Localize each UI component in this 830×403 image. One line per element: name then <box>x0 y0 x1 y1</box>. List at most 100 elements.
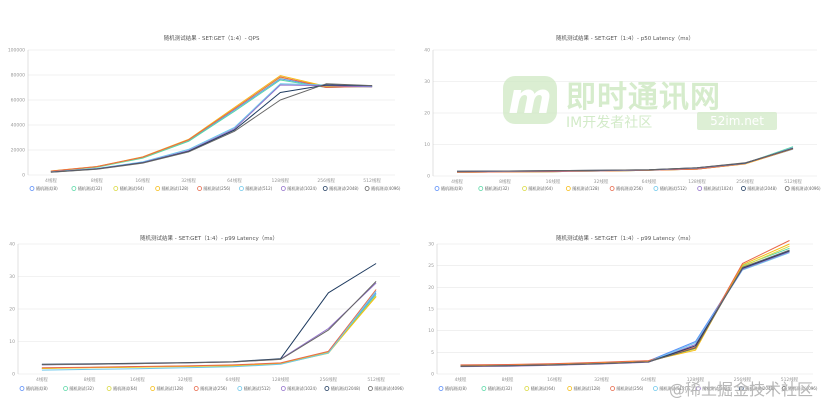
series-line-4 <box>456 148 794 173</box>
legend-label: 随机测试(512) <box>660 185 687 191</box>
x-tick-label: 8线程 <box>502 376 514 383</box>
legend-marker <box>738 386 744 391</box>
legend-marker <box>237 386 243 391</box>
y-tick-label: 0 <box>12 372 15 378</box>
legend-label: 随机测试(32) <box>485 185 510 191</box>
x-tick-label: 256线程 <box>320 376 338 383</box>
legend-label: 随机测试(128) <box>157 385 184 391</box>
x-tick-label: 8线程 <box>91 177 103 184</box>
legend-label: 随机测试(128) <box>162 185 189 191</box>
legend-marker <box>478 186 484 191</box>
y-tick-label: 25 <box>428 263 434 269</box>
chart-title: 随机测试结果 - SET:GET（1:4）- p50 Latency（ms） <box>556 34 694 42</box>
legend-marker <box>438 386 444 391</box>
legend-marker <box>155 186 161 191</box>
x-tick-label: 128线程 <box>688 178 706 185</box>
series-line-9 <box>456 148 794 172</box>
legend-label: 随机测试(2048) <box>745 385 775 391</box>
legend-label: 随机测试(2048) <box>329 185 359 191</box>
y-tick-label: 0 <box>22 173 25 179</box>
legend-marker <box>239 186 244 191</box>
x-tick-label: 4线程 <box>451 178 463 185</box>
legend-marker <box>280 386 286 391</box>
legend-label: 随机测试(8) <box>445 385 467 391</box>
series-line-4 <box>41 296 377 369</box>
legend-marker <box>368 386 373 391</box>
chart-p99-latency-right: 随机测试结果 - SET:GET（1:4）- p99 Latency（ms） 0 5… <box>415 200 830 403</box>
y-tick-label: 40 <box>9 242 15 248</box>
series-line-7 <box>50 84 373 173</box>
legend-marker <box>524 386 530 391</box>
legend-label: 随机测试(64) <box>531 385 556 391</box>
legend-marker <box>610 386 615 391</box>
x-tick-label: 512线程 <box>367 376 385 383</box>
watermark-subtitle: IM开发者社区 <box>566 115 653 131</box>
chart-title: 随机测试结果 - SET:GET（1:4）- p99 Latency（ms） <box>140 234 278 242</box>
x-tick-label: 32线程 <box>181 177 196 184</box>
legend-label: 随机测试(4096) <box>788 385 818 391</box>
y-tick-label: 20000 <box>11 148 25 154</box>
watermark-bottom-text: @稀土掘金技术社区 <box>669 380 814 399</box>
legend-label: 随机测试(8) <box>26 385 48 391</box>
legend-label: 随机测试(2048) <box>747 185 777 191</box>
series-line-6 <box>456 147 794 173</box>
legend-marker <box>567 386 573 391</box>
legend-marker <box>781 386 787 391</box>
y-tick-label: 10 <box>9 339 15 345</box>
y-tick-label: 60000 <box>11 98 25 104</box>
legend-marker <box>434 186 440 191</box>
legend-marker <box>63 386 68 391</box>
y-tick-label: 10 <box>428 328 434 334</box>
x-tick-label: 32线程 <box>594 178 609 185</box>
legend-label: 随机测试(1024) <box>702 385 732 391</box>
x-tick-label: 16线程 <box>130 376 145 383</box>
legend-label: 随机测试(32) <box>488 385 513 391</box>
legend-label: 随机测试(64) <box>113 385 138 391</box>
y-tick-label: 20 <box>428 285 434 291</box>
x-tick-label: 64线程 <box>226 376 241 383</box>
x-tick-label: 256线程 <box>317 177 335 184</box>
y-tick-label: 100000 <box>8 48 25 54</box>
legend-label: 随机测试(64) <box>120 185 145 191</box>
legend-marker <box>565 186 571 191</box>
x-tick-label: 128线程 <box>272 177 290 184</box>
x-tick-label: 64线程 <box>641 376 656 383</box>
y-tick-label: 5 <box>431 350 434 356</box>
chart-p99-latency-right-svg: 随机测试结果 - SET:GET（1:4）- p99 Latency（ms） 0 5… <box>428 234 818 391</box>
legend-label: 随机测试(256) <box>617 385 644 391</box>
legend-label: 随机测试(256) <box>204 185 231 191</box>
x-tick-label: 4线程 <box>455 376 467 383</box>
series-line-8 <box>50 84 373 173</box>
legend-marker <box>322 186 328 191</box>
legend-marker <box>197 186 202 191</box>
legend-label: 随机测试(32) <box>78 185 103 191</box>
legend-marker <box>741 186 746 191</box>
series-line-8 <box>456 147 794 172</box>
watermark-logo: m <box>503 76 557 124</box>
legend-marker <box>29 186 35 191</box>
y-tick-label: 0 <box>431 372 434 378</box>
x-tick-label: 512线程 <box>784 178 802 185</box>
legend-label: 随机测试(128) <box>572 185 599 191</box>
chart-title: 随机测试结果 - SET:GET（1:4）- p99 Latency（ms） <box>556 234 694 242</box>
legend-label: 随机测试(512) <box>244 385 271 391</box>
legend-marker <box>324 386 330 391</box>
legend-label: 随机测试(8) <box>36 185 58 191</box>
legend-marker <box>784 186 790 191</box>
series-line-3 <box>460 245 790 367</box>
chart-qps: 随机测试结果 - SET:GET（1:4）- QPS 0 20000 40000 600… <box>0 0 415 200</box>
series-line-4 <box>460 243 790 366</box>
x-tick-label: 128线程 <box>272 376 290 383</box>
legend-marker <box>71 186 77 191</box>
legend-label: 随机测试(2048) <box>331 385 361 391</box>
legend-marker <box>150 386 156 391</box>
chart-p99-latency-left-svg: 随机测试结果 - SET:GET（1:4）- p99 Latency（ms） 0 1… <box>9 234 404 391</box>
legend-marker <box>522 186 527 191</box>
y-tick-label: 15 <box>428 307 434 313</box>
legend-label: 随机测试(512) <box>245 185 272 191</box>
series-line-3 <box>456 147 794 173</box>
legend-marker <box>609 186 615 191</box>
watermark-title: 即时通讯网 <box>566 80 721 115</box>
chart-qps-svg: 随机测试结果 - SET:GET（1:4）- QPS 0 20000 40000 600… <box>8 34 401 191</box>
legend-label: 随机测试(1024) <box>287 385 317 391</box>
